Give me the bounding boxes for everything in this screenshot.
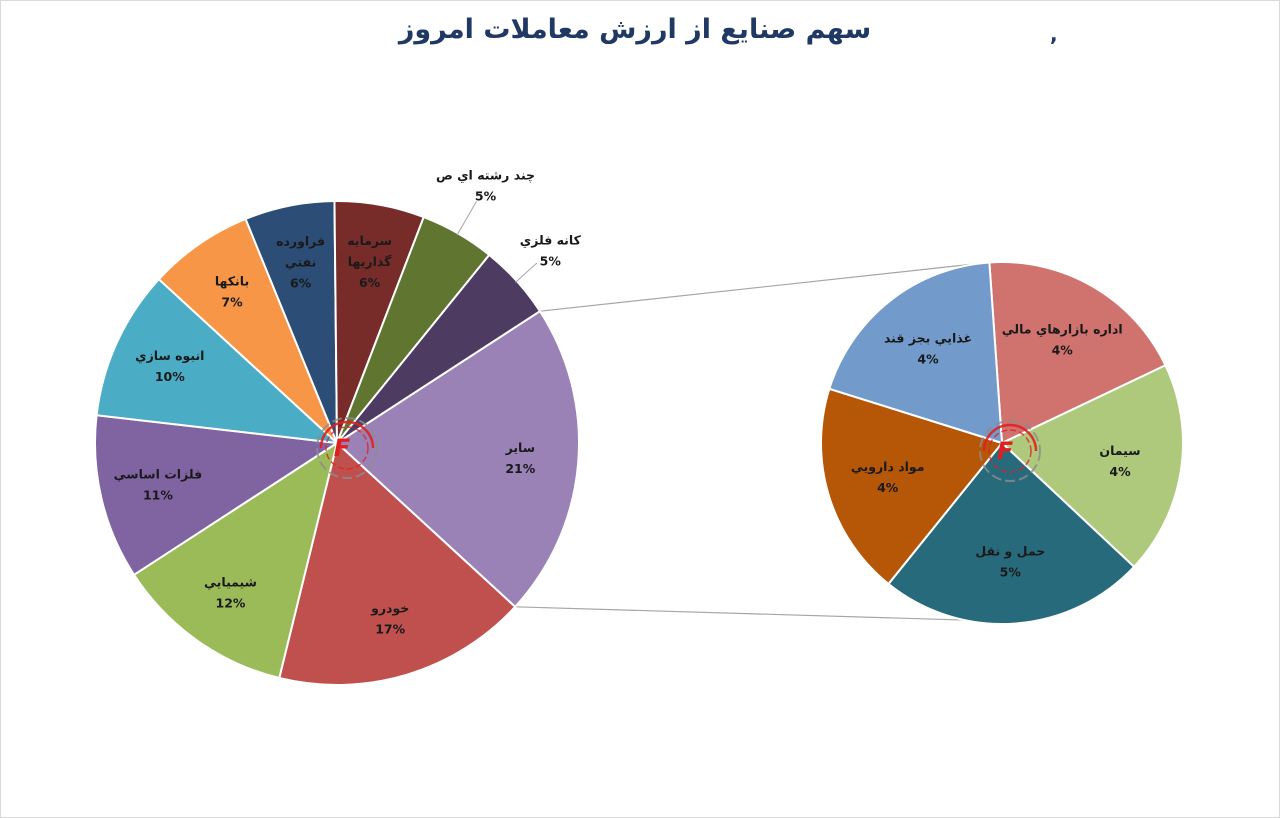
main-pie-slice [157,217,338,444]
main-pie-slice-label: ساير 21% [505,440,536,476]
sub-pie-slice [887,441,1136,625]
main-pie-slice-label: چند رشته اي ص 5% [436,167,535,203]
sub-pie-slice-label: مواد دارويي 4% [851,459,925,495]
main-pie-slice-label: بانكها 7% [215,274,249,310]
connector-line-top [539,262,984,312]
main-pie-slice [132,440,339,680]
svg-text:F: F [997,437,1014,465]
main-pie-slice-label: فراورده نفتي 6% [276,234,325,291]
connector-lines [515,262,984,621]
main-pie-labels: ساير 21% خودرو 17% شيميايي 12% فلزات اساسي 11% ا… [114,167,582,636]
main-pie-slice-label: كانه فلزي 5% [520,233,582,269]
sub-pie-slice-label: اداره بازارهاي مالي 4% [1002,321,1123,357]
secondary-pie-labels: اداره بازارهاي مالي 4% سيمان 4% حمل و نقل 5% م… [851,321,1141,579]
title-mark: , [1050,22,1058,46]
main-pie [94,199,580,686]
sub-pie-slice [820,387,1004,586]
main-pie-slice [335,309,580,609]
sub-pie-slice [828,261,1004,445]
main-pie-leader-line [456,201,477,236]
sub-pie-slice-label: حمل و نقل 5% [975,544,1045,580]
chart-title: سهم صنايع از ارزش معاملات امروز [398,14,872,45]
secondary-pie [820,261,1184,625]
main-pie-slice-label: شيميايي 12% [204,574,257,610]
sub-pie-slice [1000,363,1184,569]
f-brand-logo-icon: F [316,417,378,479]
main-pie-slice-label: سرمايه گذاريها 6% [347,233,392,290]
main-pie-slice [278,441,517,686]
main-pie-slice-label: انبوه سازي 10% [135,348,204,384]
f-brand-logo-icon: F [979,420,1041,482]
sub-pie-slice-label: سيمان 4% [1099,443,1140,479]
connector-line-bottom [515,606,965,621]
main-pie-slice-label: فلزات اساسي 11% [114,467,202,503]
main-pie-leader-line [515,262,538,283]
main-pie-slice-label: خودرو 17% [370,601,409,637]
main-pie-slice [95,277,340,445]
sub-pie-slice-label: غذايي بجز قند 4% [884,331,972,367]
svg-text:F: F [334,434,351,462]
sub-pie-slice [988,261,1167,445]
main-pie-slice [94,414,340,577]
